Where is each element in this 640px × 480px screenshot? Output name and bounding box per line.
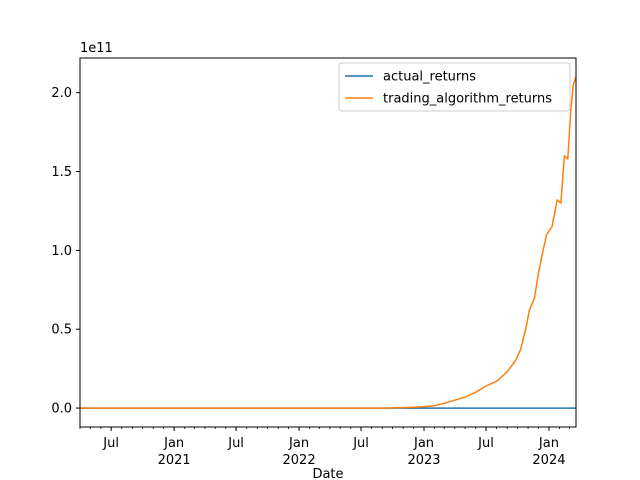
legend-box bbox=[338, 62, 571, 112]
legend-label: trading_algorithm_returns bbox=[383, 92, 552, 107]
x-tick-label: Jan bbox=[538, 436, 559, 451]
y-tick-label: 0.0 bbox=[51, 402, 72, 417]
x-axis: Jul Jan 2021 Jul Jan 2022 Jul Jan 2023 Jul Jan 2024 bbox=[79, 427, 570, 468]
y-tick-label: 2.0 bbox=[51, 86, 72, 101]
y-tick-label: 1.0 bbox=[51, 244, 72, 259]
series-line-trading-algorithm-returns bbox=[80, 76, 577, 409]
x-axis-label: Date bbox=[312, 467, 343, 480]
x-tick-label: Jan bbox=[163, 436, 184, 451]
legend-label: actual_returns bbox=[383, 70, 476, 85]
x-tick-year-label: 2023 bbox=[407, 453, 440, 468]
plot-area bbox=[80, 58, 576, 427]
x-tick-year-label: 2021 bbox=[158, 453, 191, 468]
legend: actual_returns trading_algorithm_returns bbox=[338, 62, 571, 112]
x-tick-label: Jul bbox=[477, 436, 494, 451]
series-layer bbox=[80, 76, 577, 409]
y-tick-label: 1.5 bbox=[51, 165, 72, 180]
plot-frame bbox=[79, 57, 577, 428]
y-tick-label: 0.5 bbox=[51, 323, 72, 338]
x-tick-label: Jan bbox=[413, 436, 434, 451]
y-axis: 0.0 0.5 1.0 1.5 2.0 bbox=[51, 86, 80, 417]
x-tick-label: Jan bbox=[288, 436, 309, 451]
x-tick-label: Jul bbox=[227, 436, 244, 451]
x-tick-label: Jul bbox=[352, 436, 369, 451]
x-tick-label: Jul bbox=[102, 436, 119, 451]
x-tick-year-label: 2024 bbox=[532, 453, 565, 468]
y-offset-label: 1e11 bbox=[80, 41, 113, 56]
x-tick-year-label: 2022 bbox=[283, 453, 316, 468]
